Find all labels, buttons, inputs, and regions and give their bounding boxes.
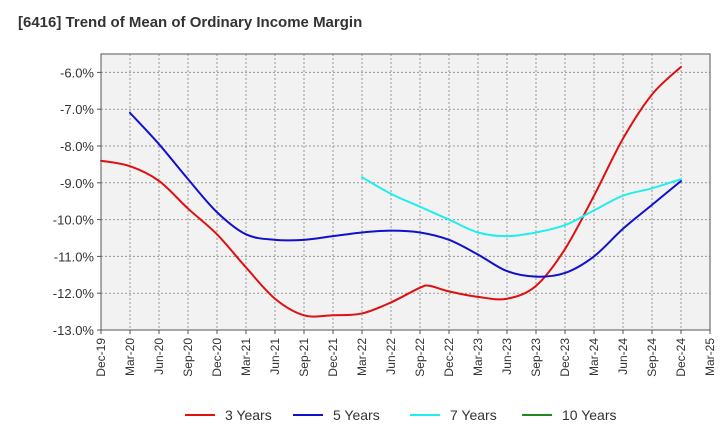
y-tick-label: -11.0% xyxy=(54,249,95,264)
plot-background xyxy=(101,54,710,330)
legend-swatch xyxy=(185,414,215,416)
legend-label: 7 Years xyxy=(450,407,497,423)
y-tick-label: -12.0% xyxy=(53,286,95,301)
x-tick-label: Dec-21 xyxy=(326,338,340,377)
y-tick-label: -7.0% xyxy=(60,102,94,117)
legend-item-4: 10 Years xyxy=(522,404,617,426)
legend-item-2: 5 Years xyxy=(293,404,380,426)
x-tick-label: Dec-24 xyxy=(674,338,688,377)
legend-item-3: 7 Years xyxy=(410,404,497,426)
x-tick-label: Sep-20 xyxy=(181,338,195,377)
chart-title: [6416] Trend of Mean of Ordinary Income … xyxy=(18,14,363,31)
x-tick-label: Mar-23 xyxy=(471,338,485,376)
legend-label: 5 Years xyxy=(333,407,380,423)
x-tick-label: Jun-23 xyxy=(500,338,514,375)
legend-item-1: 3 Years xyxy=(185,404,272,426)
x-tick-label: Sep-22 xyxy=(413,338,427,377)
x-tick-label: Dec-22 xyxy=(442,338,456,377)
x-tick-label: Mar-21 xyxy=(239,338,253,376)
legend-label: 3 Years xyxy=(225,407,272,423)
x-tick-label: Dec-23 xyxy=(558,338,572,377)
x-tick-label: Jun-22 xyxy=(384,338,398,375)
x-tick-label: Sep-21 xyxy=(297,338,311,377)
series-line-1 xyxy=(100,65,682,318)
y-tick-label: -13.0% xyxy=(53,323,95,338)
y-tick-label: -8.0% xyxy=(60,139,94,154)
legend: 3 Years 5 Years 7 Years 10 Years xyxy=(0,404,720,426)
x-tick-label: Mar-20 xyxy=(123,338,137,376)
y-tick-label: -10.0% xyxy=(53,213,95,228)
y-tick-label: -9.0% xyxy=(60,176,94,191)
x-tick-label: Jun-21 xyxy=(268,338,282,375)
y-tick-label: -6.0% xyxy=(60,65,94,80)
x-tick-label: Jun-24 xyxy=(616,338,630,375)
series-line-3 xyxy=(361,176,682,238)
x-tick-label: Jun-20 xyxy=(152,338,166,375)
legend-swatch xyxy=(293,414,323,416)
x-tick-label: Mar-22 xyxy=(355,338,369,376)
x-tick-label: Mar-24 xyxy=(587,338,601,376)
legend-swatch xyxy=(410,414,440,416)
x-tick-label: Dec-19 xyxy=(94,338,108,377)
x-tick-label: Sep-23 xyxy=(529,338,543,377)
series-line-2 xyxy=(129,111,682,278)
plot-border xyxy=(100,53,711,331)
x-tick-label: Sep-24 xyxy=(645,338,659,377)
legend-swatch xyxy=(522,414,552,416)
legend-label: 10 Years xyxy=(562,407,617,423)
x-tick-label: Dec-20 xyxy=(210,338,224,377)
x-tick-label: Mar-25 xyxy=(703,338,717,376)
